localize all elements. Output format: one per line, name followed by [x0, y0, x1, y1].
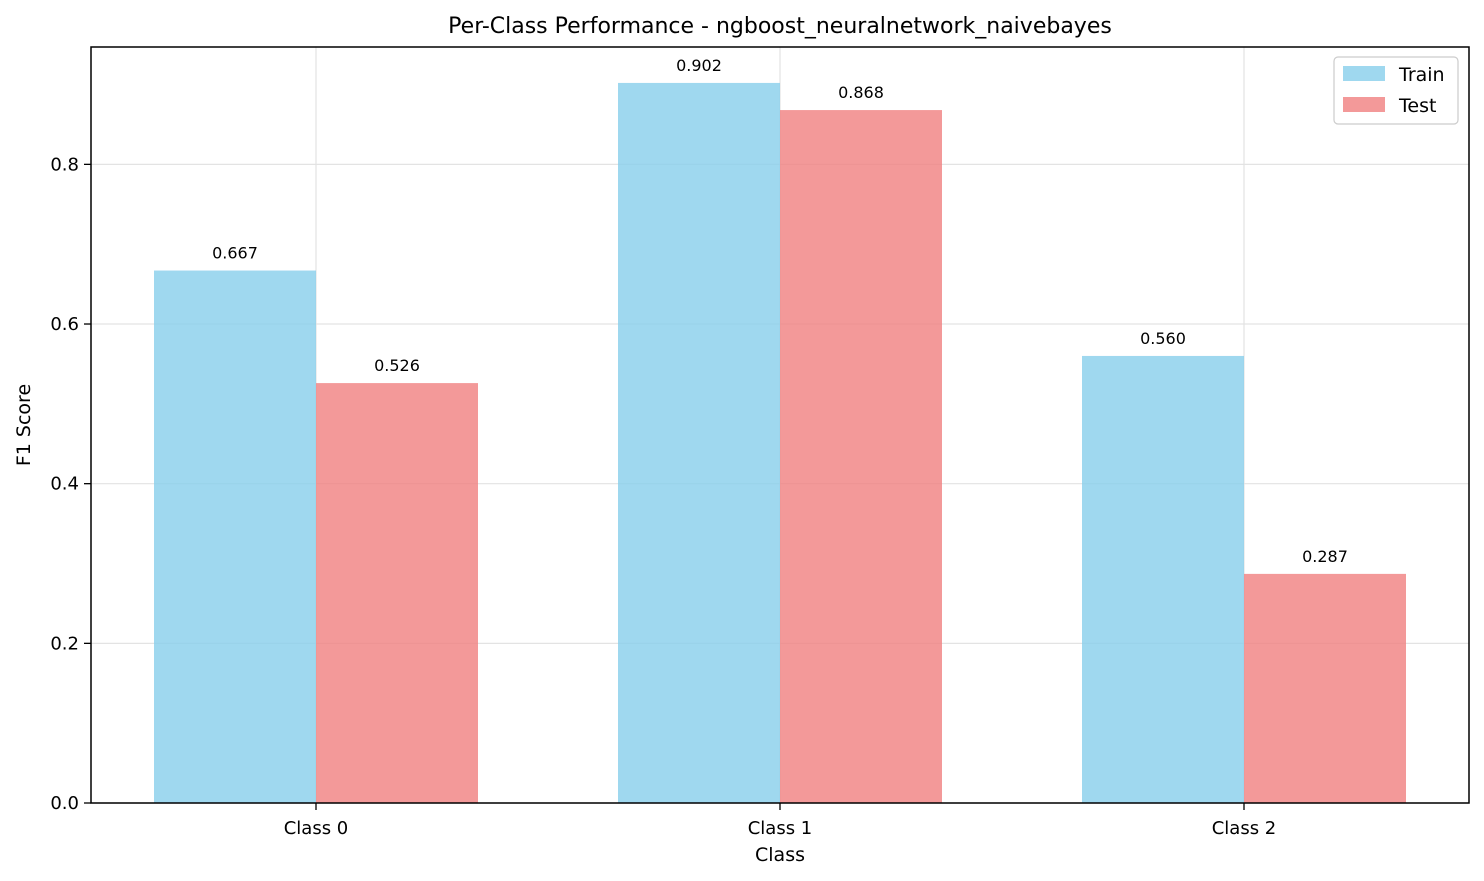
bar-train	[618, 82, 780, 804]
y-tick-label: 0.0	[50, 793, 79, 814]
x-axis-ticks: Class 0 Class 1 Class 2	[284, 803, 1277, 839]
x-tick-label: Class 1	[748, 818, 813, 839]
x-tick-label: Class 2	[1212, 818, 1277, 839]
legend-label-test: Test	[1398, 95, 1436, 117]
bar-value-label: 0.287	[1302, 547, 1348, 566]
legend-swatch-test	[1343, 97, 1385, 112]
bar-train	[154, 270, 316, 803]
legend: Train Test	[1333, 56, 1459, 125]
legend-label-train: Train	[1398, 64, 1445, 86]
bar-value-label: 0.560	[1140, 329, 1186, 348]
bar-test	[1244, 573, 1406, 803]
y-tick-label: 0.6	[50, 314, 79, 335]
x-axis-label: Class	[755, 844, 805, 866]
bar-value-label: 0.526	[374, 356, 420, 375]
y-tick-label: 0.8	[50, 154, 79, 175]
bar-train	[1082, 355, 1244, 803]
x-tick-label: Class 0	[284, 818, 349, 839]
legend-swatch-train	[1343, 66, 1385, 81]
y-tick-label: 0.2	[50, 633, 79, 654]
bars	[154, 82, 1406, 804]
bar-test	[780, 110, 942, 803]
bar-value-label: 0.902	[676, 56, 722, 75]
y-tick-label: 0.4	[50, 474, 79, 495]
y-axis-ticks: 0.0 0.2 0.4 0.6 0.8	[50, 154, 91, 814]
chart-title: Per-Class Performance - ngboost_neuralne…	[448, 14, 1112, 39]
bar-test	[316, 383, 478, 803]
bar-value-label: 0.667	[212, 244, 258, 263]
bar-value-label: 0.868	[838, 83, 884, 102]
data-labels: 0.667 0.902 0.560 0.526 0.868 0.287	[212, 56, 1348, 566]
y-axis-label: F1 Score	[13, 384, 35, 466]
